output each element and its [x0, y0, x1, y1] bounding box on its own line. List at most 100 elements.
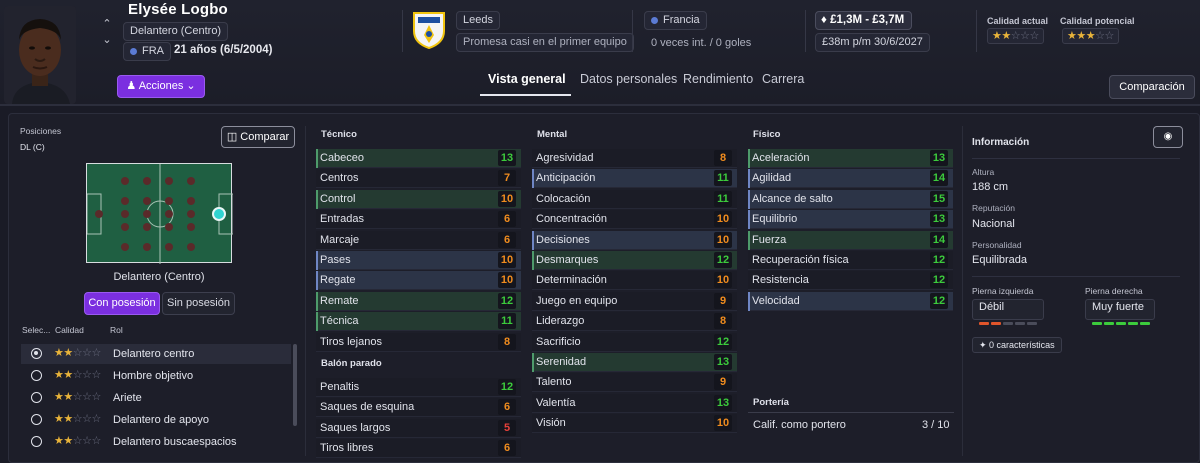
traits-button[interactable]: ✦ 0 características — [972, 337, 1062, 353]
role-radio[interactable] — [31, 392, 42, 403]
player-avatar — [4, 6, 76, 104]
attribute-row[interactable]: Concentración 10 — [532, 210, 737, 230]
role-radio[interactable] — [31, 414, 42, 425]
attribute-name: Regate — [320, 274, 356, 287]
attribute-row[interactable]: Colocación 11 — [532, 189, 737, 209]
attribute-row[interactable]: Marcaje 6 — [316, 230, 521, 250]
international-caps: 0 veces int. / 0 goles — [651, 37, 752, 49]
attribute-row[interactable]: Centros 7 — [316, 169, 521, 189]
star-icon: ☆ — [91, 435, 102, 447]
role-radio[interactable] — [31, 370, 42, 381]
tab-career[interactable]: Carrera — [762, 72, 805, 86]
roles-col-role[interactable]: Rol — [110, 325, 123, 335]
tab-personal-data[interactable]: Datos personales — [580, 72, 678, 86]
star-icon: ☆ — [72, 347, 83, 359]
attribute-row[interactable]: Alcance de salto 15 — [748, 189, 953, 209]
attribute-row[interactable]: Agilidad 14 — [748, 169, 953, 189]
attribute-row[interactable]: Saques largos 5 — [316, 418, 521, 438]
attribute-row[interactable]: Decisiones 10 — [532, 230, 737, 250]
attribute-row[interactable]: Desmarques 12 — [532, 251, 737, 270]
info-title: Información — [972, 137, 1030, 148]
role-row[interactable]: ★★☆☆☆ Delantero buscaespacios — [21, 432, 291, 452]
attribute-row[interactable]: Valentía 13 — [532, 393, 737, 413]
club-name[interactable]: Leeds — [456, 11, 500, 30]
attribute-row[interactable]: Saques de esquina 6 — [316, 398, 521, 418]
star-icon: ☆ — [82, 413, 92, 425]
compare-position-button[interactable]: ◫ Comparar — [221, 126, 295, 148]
attribute-row[interactable]: Juego en equipo 9 — [532, 291, 737, 311]
sparkle-icon: ✦ — [979, 340, 990, 350]
attribute-value: 5 — [498, 419, 516, 436]
scout-icon[interactable]: ◉ — [1153, 126, 1183, 148]
role-radio[interactable] — [31, 436, 42, 447]
attribute-row[interactable]: Equilibrio 13 — [748, 210, 953, 230]
role-stars: ★★☆☆☆ — [54, 434, 101, 447]
attribute-name: Juego en equipo — [536, 294, 618, 307]
attribute-row[interactable]: Liderazgo 8 — [532, 312, 737, 332]
attribute-row[interactable]: Resistencia 12 — [748, 271, 953, 291]
attribute-row[interactable]: Sacrificio 12 — [532, 332, 737, 352]
leeds-crest-icon[interactable] — [412, 11, 446, 50]
attribute-row[interactable]: Velocidad 12 — [748, 291, 953, 311]
international-country[interactable]: Francia — [644, 11, 707, 30]
attribute-row[interactable]: Fuerza 14 — [748, 230, 953, 250]
star-icon: ☆ — [1010, 30, 1021, 42]
tab-performance[interactable]: Rendimiento — [683, 72, 754, 86]
set-pieces-title: Balón parado — [321, 358, 382, 369]
attribute-row[interactable]: Regate 10 — [316, 271, 521, 291]
attribute-name: Serenidad — [536, 356, 587, 368]
attribute-value: 12 — [714, 252, 732, 268]
star-icon: ★ — [63, 435, 73, 447]
without-ball-toggle[interactable]: Sin posesión — [162, 292, 235, 315]
attribute-row[interactable]: Agresividad 8 — [532, 149, 737, 168]
with-ball-toggle[interactable]: Con posesión — [84, 292, 160, 315]
attribute-value: 10 — [714, 211, 732, 228]
role-radio[interactable] — [31, 348, 42, 359]
attribute-row[interactable]: Remate 12 — [316, 291, 521, 311]
attribute-row[interactable]: Entradas 6 — [316, 210, 521, 230]
attribute-value: 12 — [714, 333, 732, 350]
roles-scrollbar[interactable] — [293, 344, 297, 426]
actions-label: Acciones — [138, 80, 184, 92]
role-row[interactable]: ★★☆☆☆ Hombre objetivo — [21, 366, 291, 386]
roles-col-select[interactable]: Selec... — [22, 325, 51, 335]
role-row[interactable]: ★★☆☆☆ Ariete — [21, 388, 291, 408]
nationality-pill: FRA — [123, 42, 171, 61]
attribute-row[interactable]: Pases 10 — [316, 251, 521, 270]
attribute-row[interactable]: Determinación 10 — [532, 271, 737, 291]
flag-icon — [651, 16, 658, 24]
attribute-row[interactable]: Cabeceo 13 — [316, 149, 521, 168]
left-foot-label: Pierna izquierda — [972, 286, 1034, 296]
attribute-row[interactable]: Anticipación 11 — [532, 169, 737, 189]
attribute-row[interactable]: Tiros lejanos 8 — [316, 332, 521, 352]
foot-strength-bar — [1116, 322, 1126, 325]
attribute-name: Recuperación física — [752, 254, 849, 266]
chevron-up-icon[interactable]: ⌃ — [102, 18, 112, 30]
height-value: 188 cm — [972, 181, 1009, 193]
attribute-value: 12 — [498, 292, 516, 309]
star-icon: ☆ — [72, 413, 83, 425]
attribute-row[interactable]: Serenidad 13 — [532, 353, 737, 372]
comparison-button[interactable]: Comparación — [1109, 75, 1195, 99]
role-row[interactable]: ★★☆☆☆ Delantero centro — [21, 344, 291, 364]
attribute-row[interactable]: Visión 10 — [532, 414, 737, 434]
star-icon: ☆ — [1095, 30, 1105, 42]
attribute-row[interactable]: Aceleración 13 — [748, 149, 953, 168]
attribute-row[interactable]: Penaltis 12 — [316, 378, 521, 397]
chevron-down-icon[interactable]: ⌄ — [102, 34, 112, 46]
tab-overview[interactable]: Vista general — [488, 72, 566, 86]
attribute-name: Sacrificio — [536, 335, 581, 348]
attribute-row[interactable]: Talento 9 — [532, 373, 737, 393]
attribute-row[interactable]: Control 10 — [316, 189, 521, 209]
actions-button[interactable]: ♟ Acciones ⌄ — [117, 75, 205, 98]
star-icon: ★ — [1076, 30, 1086, 42]
attribute-value: 10 — [714, 231, 732, 248]
position-dot — [121, 210, 129, 218]
roles-col-quality[interactable]: Calidad — [55, 325, 84, 335]
role-row[interactable]: ★★☆☆☆ Delantero de apoyo — [21, 410, 291, 430]
attribute-row[interactable]: Recuperación física 12 — [748, 251, 953, 270]
attribute-row[interactable]: Tiros libres 6 — [316, 439, 521, 459]
attribute-row[interactable]: Técnica 11 — [316, 312, 521, 332]
position-dot — [165, 177, 173, 185]
star-icon: ★ — [1001, 30, 1011, 42]
